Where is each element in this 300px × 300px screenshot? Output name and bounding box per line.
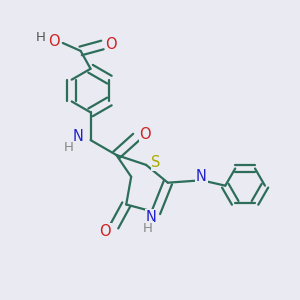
Text: O: O bbox=[48, 34, 60, 49]
Text: O: O bbox=[100, 224, 111, 239]
Text: H: H bbox=[36, 31, 46, 44]
Text: H: H bbox=[64, 140, 74, 154]
Text: N: N bbox=[196, 169, 207, 184]
Text: O: O bbox=[106, 38, 117, 52]
Text: N: N bbox=[72, 129, 83, 144]
Text: S: S bbox=[151, 155, 160, 170]
Text: H: H bbox=[143, 222, 153, 235]
Text: O: O bbox=[139, 127, 151, 142]
Text: N: N bbox=[146, 210, 156, 225]
